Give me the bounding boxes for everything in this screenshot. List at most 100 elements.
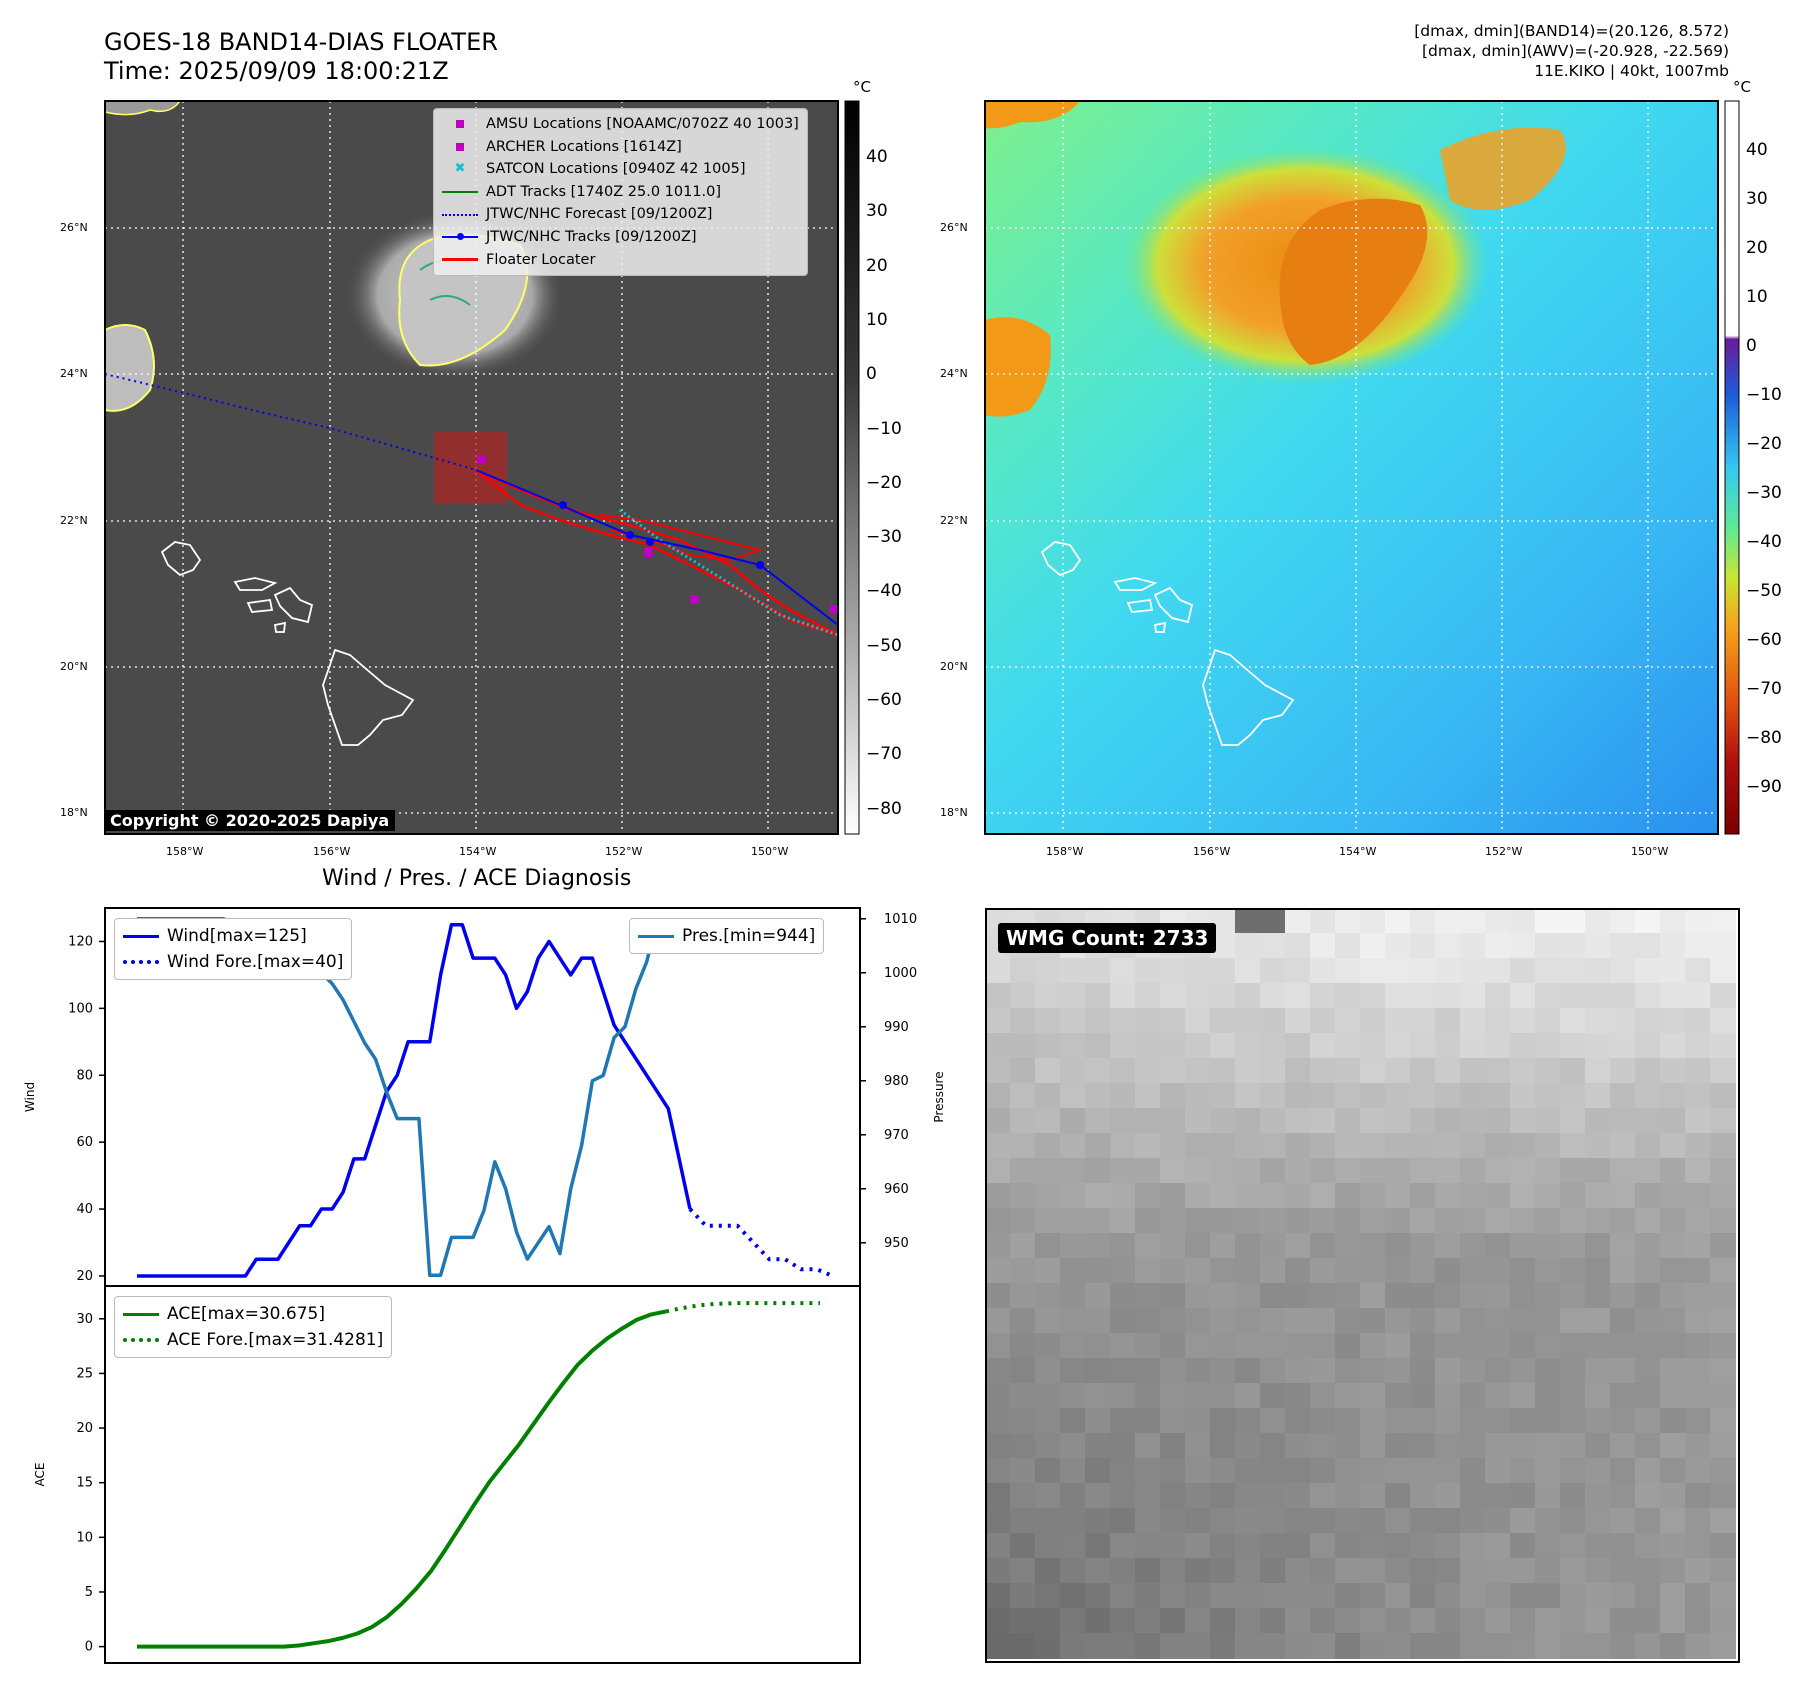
wv-colorbar-tick: 30 bbox=[1746, 189, 1768, 209]
wmg-pixel bbox=[1010, 1608, 1036, 1634]
wmg-pixel bbox=[1635, 1158, 1661, 1184]
wmg-pixel bbox=[1635, 908, 1661, 934]
wmg-pixel bbox=[985, 1208, 1011, 1234]
wv-dry-west bbox=[985, 317, 1051, 417]
wmg-pixel bbox=[1635, 1208, 1661, 1234]
wmg-pixel bbox=[985, 1458, 1011, 1484]
wmg-pixel bbox=[1210, 1633, 1236, 1659]
wmg-pixel bbox=[985, 1383, 1011, 1409]
wmg-pixel bbox=[1085, 1283, 1111, 1309]
diagnosis-title: Wind / Pres. / ACE Diagnosis bbox=[322, 866, 632, 891]
wmg-pixel bbox=[1185, 1608, 1211, 1634]
wmg-pixel bbox=[1610, 1033, 1636, 1059]
wmg-pixel bbox=[1135, 1358, 1161, 1384]
wind-axis-tick-label: 60 bbox=[76, 1135, 93, 1150]
wmg-pixel bbox=[1310, 933, 1336, 959]
wmg-pixel bbox=[1185, 1533, 1211, 1559]
square-marker-icon bbox=[442, 140, 478, 154]
wmg-pixel bbox=[1610, 1358, 1636, 1384]
wmg-pixel bbox=[1485, 1208, 1511, 1234]
wmg-pixel bbox=[1485, 1258, 1511, 1284]
wmg-pixel bbox=[1035, 1383, 1061, 1409]
wmg-pixel bbox=[1310, 1608, 1336, 1634]
wmg-pixel bbox=[985, 1108, 1011, 1134]
wmg-pixel bbox=[1710, 1308, 1736, 1334]
wmg-pixel bbox=[1360, 1208, 1386, 1234]
wmg-pixel bbox=[1235, 1058, 1261, 1084]
wmg-pixel bbox=[1360, 1133, 1386, 1159]
wmg-pixel bbox=[1610, 933, 1636, 959]
wmg-pixel bbox=[985, 958, 1011, 984]
wmg-pixel bbox=[1410, 1533, 1436, 1559]
wmg-pixel bbox=[1685, 1283, 1711, 1309]
wmg-pixel bbox=[1710, 1508, 1736, 1534]
wmg-pixel bbox=[1035, 1458, 1061, 1484]
wmg-pixel bbox=[1185, 1133, 1211, 1159]
wmg-pixel bbox=[1360, 1158, 1386, 1184]
wmg-pixel bbox=[1060, 1633, 1086, 1659]
wmg-pixel bbox=[1560, 908, 1586, 934]
wmg-pixel bbox=[1385, 1308, 1411, 1334]
wmg-pixel bbox=[1485, 1083, 1511, 1109]
wmg-pixel bbox=[1710, 1533, 1736, 1559]
wmg-pixel bbox=[1410, 1308, 1436, 1334]
wmg-pixel bbox=[1585, 983, 1611, 1009]
wmg-pixel bbox=[1160, 1458, 1186, 1484]
ace-axis-tick-label: 25 bbox=[76, 1366, 93, 1381]
lon-label: 156°W bbox=[313, 845, 351, 858]
wmg-pixel bbox=[1160, 1508, 1186, 1534]
lat-label: 26°N bbox=[940, 221, 968, 234]
wmg-pixel bbox=[1135, 1483, 1161, 1509]
wmg-pixel bbox=[1560, 1508, 1586, 1534]
wmg-pixel bbox=[1185, 1583, 1211, 1609]
wmg-pixel bbox=[1085, 958, 1111, 984]
wmg-pixel bbox=[1610, 1183, 1636, 1209]
wmg-pixel bbox=[1085, 1033, 1111, 1059]
wmg-pixel bbox=[1285, 1333, 1311, 1359]
wmg-pixel bbox=[1310, 958, 1336, 984]
wmg-pixel bbox=[1635, 1183, 1661, 1209]
wmg-pixel bbox=[1285, 1083, 1311, 1109]
wmg-pixel bbox=[1585, 1308, 1611, 1334]
wmg-pixel bbox=[1410, 1158, 1436, 1184]
wmg-pixel bbox=[1660, 1208, 1686, 1234]
wmg-pixel bbox=[1410, 1633, 1436, 1659]
wmg-pixel bbox=[1335, 1233, 1361, 1259]
wmg-pixel bbox=[985, 1408, 1011, 1434]
ace-legend: ACE[max=30.675] ACE Fore.[max=31.4281] bbox=[114, 1296, 393, 1358]
wmg-pixel bbox=[1485, 1058, 1511, 1084]
wmg-pixel bbox=[1610, 1583, 1636, 1609]
wmg-pixel bbox=[1235, 1283, 1261, 1309]
ir-west-cloud bbox=[104, 324, 155, 412]
pressure-legend: Pres.[min=944] bbox=[629, 918, 825, 954]
wmg-pixel bbox=[1360, 1508, 1386, 1534]
pressure-axis-label: Pressure bbox=[932, 1071, 946, 1122]
lon-label: 154°W bbox=[459, 845, 497, 858]
wv-colorbar-tick: 10 bbox=[1746, 287, 1768, 307]
wind-legend: Wind[max=125] Wind Fore.[max=40] bbox=[114, 918, 353, 980]
wmg-pixel bbox=[1160, 1483, 1186, 1509]
wmg-pixel bbox=[1435, 1483, 1461, 1509]
wmg-pixel bbox=[1535, 933, 1561, 959]
wmg-pixel bbox=[1035, 1433, 1061, 1459]
wmg-pixel bbox=[1460, 933, 1486, 959]
wmg-pixel bbox=[1210, 983, 1236, 1009]
wmg-pixel bbox=[1210, 1208, 1236, 1234]
wmg-pixel bbox=[1360, 1233, 1386, 1259]
wmg-pixel bbox=[1010, 1333, 1036, 1359]
wmg-pixel bbox=[1485, 958, 1511, 984]
wmg-pixel bbox=[1110, 1458, 1136, 1484]
wmg-pixel bbox=[1385, 1058, 1411, 1084]
legend-item-floater: Floater Locater bbox=[442, 249, 799, 272]
wmg-pixel bbox=[1010, 1533, 1036, 1559]
wind-axis-tick-label: 120 bbox=[68, 934, 93, 949]
wmg-pixel bbox=[1660, 1058, 1686, 1084]
wmg-pixel bbox=[1385, 1458, 1411, 1484]
wmg-pixel bbox=[1285, 1508, 1311, 1534]
wmg-pixel bbox=[1160, 1408, 1186, 1434]
wmg-pixel bbox=[1560, 983, 1586, 1009]
wmg-pixel bbox=[1635, 1033, 1661, 1059]
wv-colorbar bbox=[1724, 100, 1740, 835]
wmg-pixel bbox=[1110, 1408, 1136, 1434]
wmg-pixel bbox=[1060, 1558, 1086, 1584]
